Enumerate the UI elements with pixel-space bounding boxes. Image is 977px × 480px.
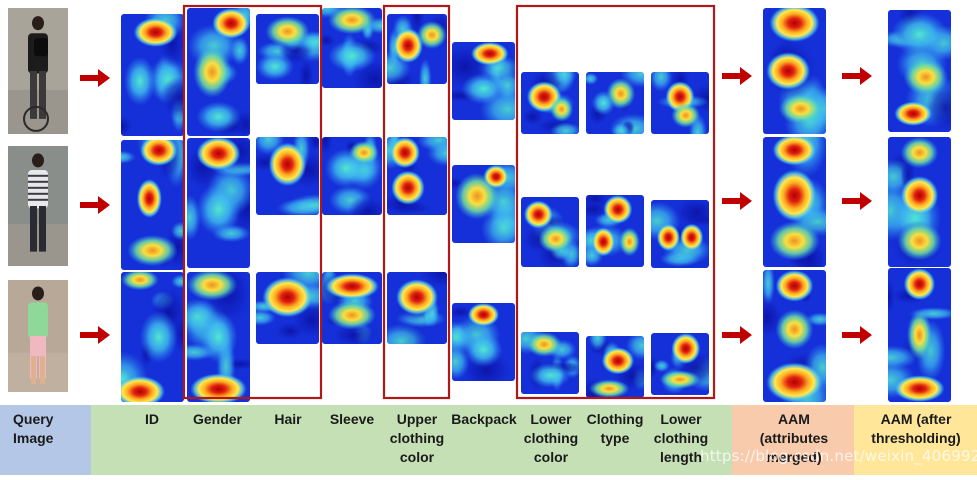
heatmap-backpack-row3 (452, 303, 515, 381)
arrow-row2-2 (722, 192, 752, 210)
heatmap-merged-row3 (763, 270, 826, 402)
heatmap-llength-row2 (651, 200, 709, 268)
group-box-upper-clothing-color (382, 4, 451, 400)
query-person-girl-green-top (8, 280, 68, 392)
attributes-band (91, 405, 732, 475)
heatmap-hair-row1 (256, 14, 319, 84)
label-aam-thresholded: AAM (after thresholding) (871, 411, 961, 446)
group-box-lower-clothing (515, 4, 716, 400)
label-sleeve: Sleeve (329, 411, 375, 427)
query-person-striped-shirt (8, 146, 68, 266)
watermark-text: https://blog.csdn.net/weixin_40699243 (700, 447, 977, 465)
arrow-row1-3 (842, 67, 872, 85)
heatmap-id-row1 (121, 14, 184, 136)
arrow-row1-2 (722, 67, 752, 85)
label-clothing-type: Clothing type (586, 411, 644, 446)
aam-merged-band (732, 405, 854, 475)
arrow-row3-2 (722, 326, 752, 344)
label-lower-clothing-color: Lower clothing color (523, 411, 579, 465)
heatmap-sleeve-row2 (322, 137, 382, 215)
label-id: ID (145, 411, 159, 427)
aam-thresholded-band (854, 405, 977, 475)
arrow-row3-3 (842, 326, 872, 344)
heatmap-ctype-row2 (586, 195, 644, 267)
label-query-image: Query Image (13, 411, 54, 446)
label-lower-clothing-length: Lower clothing length (653, 411, 709, 465)
heatmap-llength-row1 (651, 72, 709, 134)
heatmap-lcolor-row2 (521, 197, 579, 267)
arrow-row2-3 (842, 192, 872, 210)
label-aam-merged: AAM (attributes merged) (759, 411, 829, 465)
label-gender: Gender (192, 411, 242, 427)
heatmap-upper-row3 (387, 272, 447, 344)
label-hair: Hair (274, 411, 302, 427)
heatmap-lcolor-row3 (521, 332, 579, 394)
heatmap-id-row3 (121, 272, 184, 402)
heatmap-thresh-row2 (888, 137, 951, 267)
heatmap-sleeve-row3 (322, 272, 382, 344)
heatmap-ctype-row1 (586, 72, 644, 134)
arrow-row1-1 (80, 69, 110, 87)
heatmap-lcolor-row1 (521, 72, 579, 134)
heatmap-thresh-row3 (888, 268, 951, 402)
heatmap-upper-row1 (387, 14, 447, 84)
query-band (0, 405, 91, 475)
heatmap-id-row2 (121, 140, 184, 270)
heatmap-ctype-row3 (586, 336, 644, 398)
heatmap-llength-row3 (651, 333, 709, 395)
heatmap-hair-row3 (256, 272, 319, 344)
group-box-gender-hair (182, 4, 323, 400)
label-backpack: Backpack (451, 411, 517, 427)
heatmap-gender-row2 (187, 138, 250, 268)
heatmap-hair-row2 (256, 137, 319, 215)
arrow-row3-1 (80, 326, 110, 344)
heatmap-merged-row2 (763, 137, 826, 267)
heatmap-upper-row2 (387, 137, 447, 215)
heatmap-thresh-row1 (888, 10, 951, 132)
heatmap-gender-row3 (187, 272, 250, 402)
attention-maps-figure (8, 4, 951, 402)
query-person-backpack-bicycle (8, 8, 68, 134)
heatmap-backpack-row2 (452, 165, 515, 243)
heatmap-merged-row1 (763, 8, 826, 134)
heatmap-gender-row1 (187, 8, 250, 136)
label-upper-clothing-color: Upper clothing color (389, 411, 445, 465)
arrow-row2-1 (80, 196, 110, 214)
heatmap-backpack-row1 (452, 42, 515, 120)
